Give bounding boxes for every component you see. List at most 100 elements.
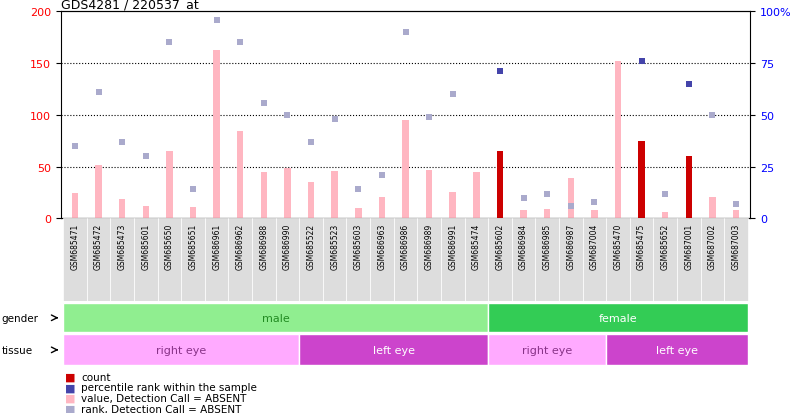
- Bar: [181, 219, 205, 301]
- Bar: [71, 193, 78, 219]
- Bar: [488, 335, 606, 366]
- Text: female: female: [599, 313, 637, 323]
- Bar: [606, 335, 748, 366]
- Text: right eye: right eye: [156, 345, 206, 355]
- Bar: [237, 132, 243, 219]
- Text: GSM685471: GSM685471: [71, 223, 79, 269]
- Text: GSM685602: GSM685602: [496, 223, 504, 269]
- Bar: [582, 219, 606, 301]
- Bar: [441, 219, 465, 301]
- Bar: [213, 50, 220, 219]
- Text: GSM685470: GSM685470: [613, 223, 623, 269]
- Bar: [63, 304, 488, 332]
- Bar: [355, 209, 362, 219]
- Text: GSM685474: GSM685474: [472, 223, 481, 269]
- Text: right eye: right eye: [522, 345, 573, 355]
- Text: GSM686986: GSM686986: [401, 223, 410, 269]
- Bar: [606, 219, 630, 301]
- Bar: [402, 121, 409, 219]
- Bar: [426, 170, 432, 219]
- Bar: [323, 219, 346, 301]
- Text: GSM686961: GSM686961: [212, 223, 221, 269]
- Bar: [418, 219, 441, 301]
- Text: GSM686988: GSM686988: [260, 223, 268, 269]
- Bar: [260, 173, 267, 219]
- Bar: [488, 219, 512, 301]
- Bar: [654, 219, 677, 301]
- Text: GSM685603: GSM685603: [354, 223, 363, 269]
- Text: GSM686985: GSM686985: [543, 223, 551, 269]
- Text: left eye: left eye: [656, 345, 698, 355]
- Text: GSM687002: GSM687002: [708, 223, 717, 269]
- Text: GSM685601: GSM685601: [141, 223, 150, 269]
- Bar: [521, 211, 527, 219]
- Bar: [87, 219, 110, 301]
- Text: GSM687003: GSM687003: [732, 223, 740, 269]
- Bar: [630, 219, 654, 301]
- Bar: [709, 197, 715, 219]
- Bar: [346, 219, 370, 301]
- Bar: [449, 192, 456, 219]
- Bar: [615, 62, 621, 219]
- Text: GDS4281 / 220537_at: GDS4281 / 220537_at: [61, 0, 199, 11]
- Text: GSM685523: GSM685523: [330, 223, 339, 269]
- Text: GSM685475: GSM685475: [637, 223, 646, 269]
- Text: tissue: tissue: [2, 345, 32, 355]
- Text: GSM685472: GSM685472: [94, 223, 103, 269]
- Bar: [638, 142, 645, 219]
- Bar: [96, 165, 102, 219]
- Bar: [379, 197, 385, 219]
- Bar: [724, 219, 748, 301]
- Text: GSM685522: GSM685522: [307, 223, 315, 269]
- Bar: [134, 219, 157, 301]
- Text: GSM686989: GSM686989: [425, 223, 434, 269]
- Bar: [63, 335, 299, 366]
- Text: ■: ■: [65, 372, 75, 382]
- Text: ■: ■: [65, 382, 75, 392]
- Bar: [332, 171, 338, 219]
- Text: GSM686990: GSM686990: [283, 223, 292, 269]
- Text: value, Detection Call = ABSENT: value, Detection Call = ABSENT: [81, 393, 247, 403]
- Text: GSM686991: GSM686991: [448, 223, 457, 269]
- Bar: [299, 335, 488, 366]
- Bar: [568, 179, 574, 219]
- Bar: [701, 219, 724, 301]
- Text: count: count: [81, 372, 110, 382]
- Text: GSM686987: GSM686987: [566, 223, 575, 269]
- Bar: [299, 219, 323, 301]
- Bar: [733, 211, 740, 219]
- Text: GSM686962: GSM686962: [236, 223, 245, 269]
- Text: GSM685652: GSM685652: [661, 223, 670, 269]
- Bar: [190, 208, 196, 219]
- Bar: [535, 219, 559, 301]
- Text: GSM687001: GSM687001: [684, 223, 693, 269]
- Bar: [393, 219, 418, 301]
- Bar: [166, 152, 173, 219]
- Text: GSM686963: GSM686963: [377, 223, 386, 269]
- Text: rank, Detection Call = ABSENT: rank, Detection Call = ABSENT: [81, 404, 242, 413]
- Text: ■: ■: [65, 393, 75, 403]
- Bar: [110, 219, 134, 301]
- Bar: [157, 219, 181, 301]
- Bar: [205, 219, 229, 301]
- Text: GSM685651: GSM685651: [188, 223, 198, 269]
- Bar: [252, 219, 276, 301]
- Text: male: male: [262, 313, 290, 323]
- Bar: [143, 206, 149, 219]
- Bar: [496, 152, 503, 219]
- Text: GSM685473: GSM685473: [118, 223, 127, 269]
- Bar: [119, 199, 126, 219]
- Bar: [559, 219, 582, 301]
- Text: left eye: left eye: [373, 345, 414, 355]
- Text: gender: gender: [2, 313, 39, 323]
- Bar: [465, 219, 488, 301]
- Bar: [591, 211, 598, 219]
- Bar: [662, 213, 668, 219]
- Bar: [677, 219, 701, 301]
- Bar: [63, 219, 87, 301]
- Text: ■: ■: [65, 404, 75, 413]
- Bar: [370, 219, 393, 301]
- Bar: [284, 169, 290, 219]
- Bar: [308, 183, 315, 219]
- Text: GSM687004: GSM687004: [590, 223, 599, 269]
